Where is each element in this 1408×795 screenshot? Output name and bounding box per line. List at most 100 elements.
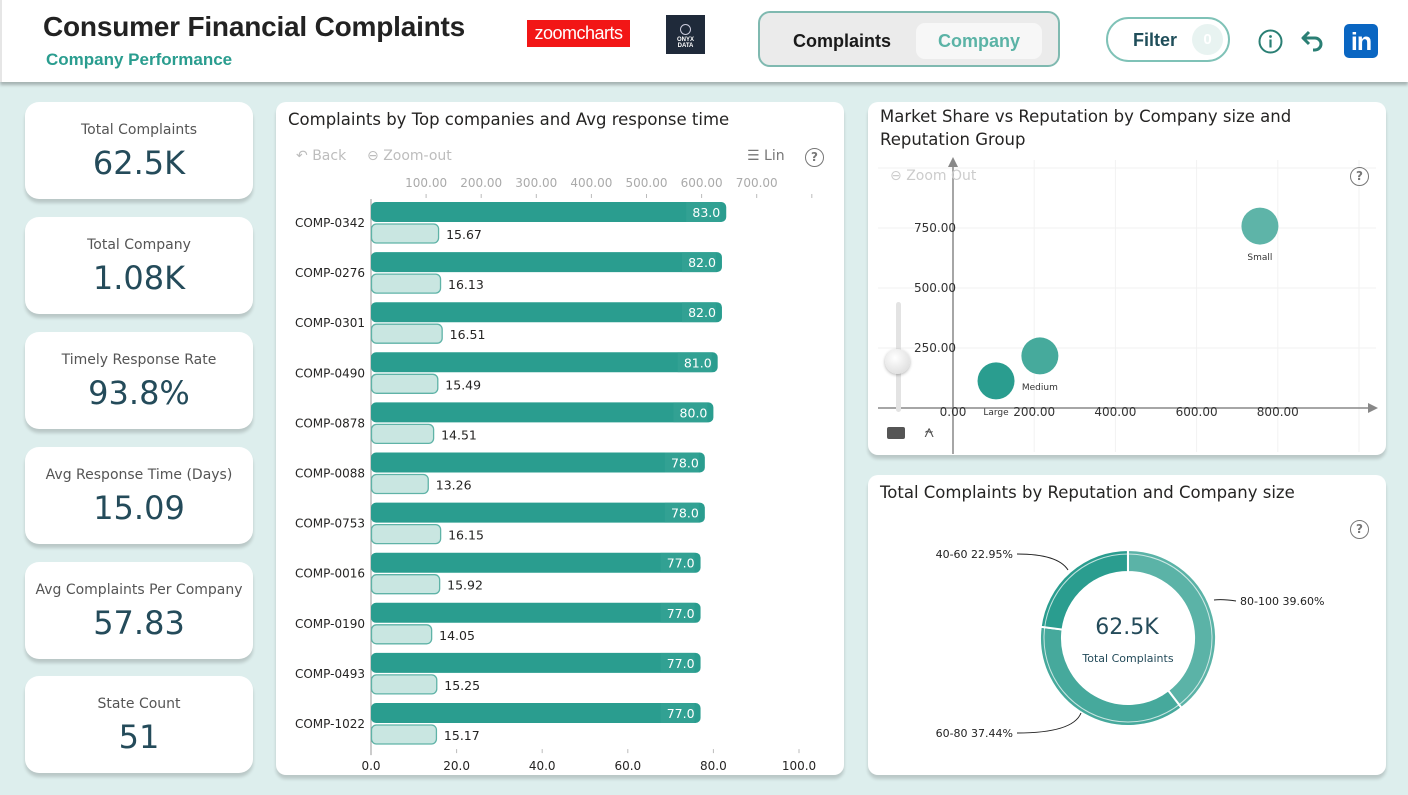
bar-label-bg bbox=[677, 352, 712, 373]
donut-leader-line bbox=[1213, 599, 1237, 602]
bubble-large bbox=[977, 362, 1015, 400]
complaints-bar bbox=[371, 452, 705, 473]
toggle-complaints[interactable]: Complaints bbox=[792, 31, 891, 51]
bar-chart-card: Complaints by Top companies and Avg resp… bbox=[276, 102, 844, 775]
complaints-value-label: 81.0 bbox=[684, 355, 712, 370]
undo-icon[interactable] bbox=[1300, 28, 1326, 54]
bubble-label: Medium bbox=[1022, 383, 1058, 393]
category-label: COMP-0016 bbox=[295, 567, 365, 581]
kpi-card-timely-response-rate: Timely Response Rate 93.8% bbox=[25, 332, 253, 429]
donut-slice-40-60 bbox=[1039, 548, 1129, 631]
kpi-value: 57.83 bbox=[93, 604, 185, 642]
response-time-value-label: 15.49 bbox=[445, 377, 481, 392]
complaints-bar bbox=[371, 703, 701, 723]
bar-chart-title: Complaints by Top companies and Avg resp… bbox=[288, 110, 730, 129]
toggle-company[interactable]: Company bbox=[916, 23, 1042, 59]
bubble-label: Large bbox=[983, 408, 1009, 418]
bar-back-button[interactable]: ↶ Back bbox=[296, 148, 346, 164]
scatter-zoom-out-button[interactable]: ⊖ Zoom Out bbox=[890, 168, 976, 184]
scatter-help-icon[interactable]: ? bbox=[1350, 167, 1369, 186]
filter-count-badge: 0 bbox=[1192, 24, 1223, 55]
y-axis-tick-label: 250.00 bbox=[914, 341, 956, 355]
bar-label-bg bbox=[681, 302, 716, 323]
rectangle-select-icon[interactable] bbox=[887, 427, 905, 439]
back-arrow-icon: ↶ bbox=[296, 148, 308, 164]
response-time-value-label: 15.17 bbox=[444, 728, 480, 743]
bar-scale-button[interactable]: ☰ Lin bbox=[747, 148, 785, 164]
donut-help-icon[interactable]: ? bbox=[1350, 520, 1369, 539]
donut-leader-line bbox=[1016, 712, 1082, 734]
response-time-bar bbox=[370, 373, 439, 394]
response-time-bar bbox=[370, 574, 441, 595]
scatter-chart-card: Market Share vs Reputation by Company si… bbox=[868, 102, 1386, 455]
lasso-select-icon[interactable]: ⍲ bbox=[924, 422, 935, 442]
bottom-axis-tick-label: 100.0 bbox=[782, 759, 816, 773]
category-label: COMP-0276 bbox=[295, 266, 365, 280]
y-axis-tick-label: 500.00 bbox=[914, 281, 956, 295]
zoom-slider-handle[interactable] bbox=[885, 349, 910, 374]
zoomcharts-logo[interactable]: zoomcharts bbox=[527, 20, 630, 47]
kpi-value: 51 bbox=[118, 718, 160, 756]
response-time-value-label: 16.15 bbox=[448, 528, 484, 543]
kpi-label: Avg Response Time (Days) bbox=[45, 467, 233, 483]
top-axis-tick-label: 200.00 bbox=[460, 176, 502, 190]
kpi-card-total-complaints: Total Complaints 62.5K bbox=[25, 102, 253, 199]
kpi-label: State Count bbox=[97, 696, 181, 712]
zoom-out-icon: ⊖ bbox=[890, 168, 902, 184]
kpi-card-state-count: State Count 51 bbox=[25, 676, 253, 773]
complaints-value-label: 77.0 bbox=[667, 656, 695, 671]
response-time-value-label: 14.51 bbox=[441, 427, 477, 442]
response-time-value-label: 16.51 bbox=[450, 327, 486, 342]
y-axis-arrow bbox=[948, 157, 958, 167]
kpi-value: 62.5K bbox=[92, 144, 186, 182]
response-time-bar bbox=[370, 473, 429, 495]
bar-help-icon[interactable]: ? bbox=[805, 148, 824, 167]
kpi-card-avg-response-time: Avg Response Time (Days) 15.09 bbox=[25, 447, 253, 544]
bar-label-bg bbox=[673, 402, 708, 423]
bubble-label: Small bbox=[1247, 253, 1272, 263]
x-axis-tick-label: 400.00 bbox=[1094, 405, 1136, 419]
bottom-axis-tick-label: 0.0 bbox=[361, 759, 380, 773]
kpi-label: Total Complaints bbox=[80, 122, 198, 138]
complaints-value-label: 82.0 bbox=[688, 255, 716, 270]
response-time-bar bbox=[370, 624, 433, 645]
x-axis-tick-label: 800.00 bbox=[1257, 405, 1299, 419]
onyx-logo-line2: DATA bbox=[677, 43, 694, 49]
bottom-axis-tick-label: 40.0 bbox=[529, 759, 556, 773]
bar-label-bg bbox=[660, 552, 695, 573]
filter-button[interactable]: Filter 0 bbox=[1106, 17, 1230, 62]
bottom-axis-tick-label: 80.0 bbox=[700, 759, 727, 773]
x-axis-arrow bbox=[1368, 403, 1378, 413]
category-label: COMP-0088 bbox=[295, 467, 365, 481]
zoom-out-label: Zoom Out bbox=[906, 168, 977, 184]
donut-slice-60-80 bbox=[1039, 625, 1183, 727]
bar-chart-svg: 100.00 200.00 300.00 400.00 500.00 600.00 700.… bbox=[295, 176, 816, 773]
response-time-bar bbox=[370, 423, 435, 445]
onyx-data-logo[interactable]: ONYX DATA bbox=[666, 15, 705, 54]
bar-zoom-out-button[interactable]: ⊖ Zoom-out bbox=[367, 148, 452, 164]
bottom-axis-tick-label: 60.0 bbox=[614, 759, 641, 773]
category-label: COMP-0493 bbox=[295, 667, 365, 681]
complaints-bar bbox=[371, 302, 722, 323]
linkedin-icon[interactable]: in bbox=[1344, 24, 1378, 58]
complaints-value-label: 77.0 bbox=[667, 556, 695, 571]
x-axis-tick-label: 200.00 bbox=[1013, 405, 1055, 419]
donut-chart-card: Total Complaints by Reputation and Compa… bbox=[868, 475, 1386, 775]
kpi-label: Total Company bbox=[87, 237, 191, 253]
page-title: Consumer Financial Complaints bbox=[43, 11, 466, 42]
category-label: COMP-0301 bbox=[295, 316, 365, 330]
filter-label: Filter bbox=[1133, 30, 1178, 50]
complaints-value-label: 77.0 bbox=[667, 606, 695, 621]
donut-center-label: Total Complaints bbox=[1081, 652, 1173, 665]
kpi-value: 1.08K bbox=[92, 259, 186, 297]
top-axis-tick-label: 700.00 bbox=[736, 176, 778, 190]
category-label: COMP-1022 bbox=[295, 717, 365, 731]
info-icon[interactable] bbox=[1258, 29, 1283, 54]
bar-label-bg bbox=[660, 703, 695, 723]
kpi-label: Timely Response Rate bbox=[61, 352, 217, 368]
category-label: COMP-0878 bbox=[295, 416, 365, 430]
bar-label-bg bbox=[681, 252, 716, 273]
zoom-out-icon: ⊖ bbox=[367, 148, 379, 164]
complaints-bar bbox=[371, 352, 718, 373]
donut-center-value: 62.5K bbox=[1095, 615, 1159, 640]
